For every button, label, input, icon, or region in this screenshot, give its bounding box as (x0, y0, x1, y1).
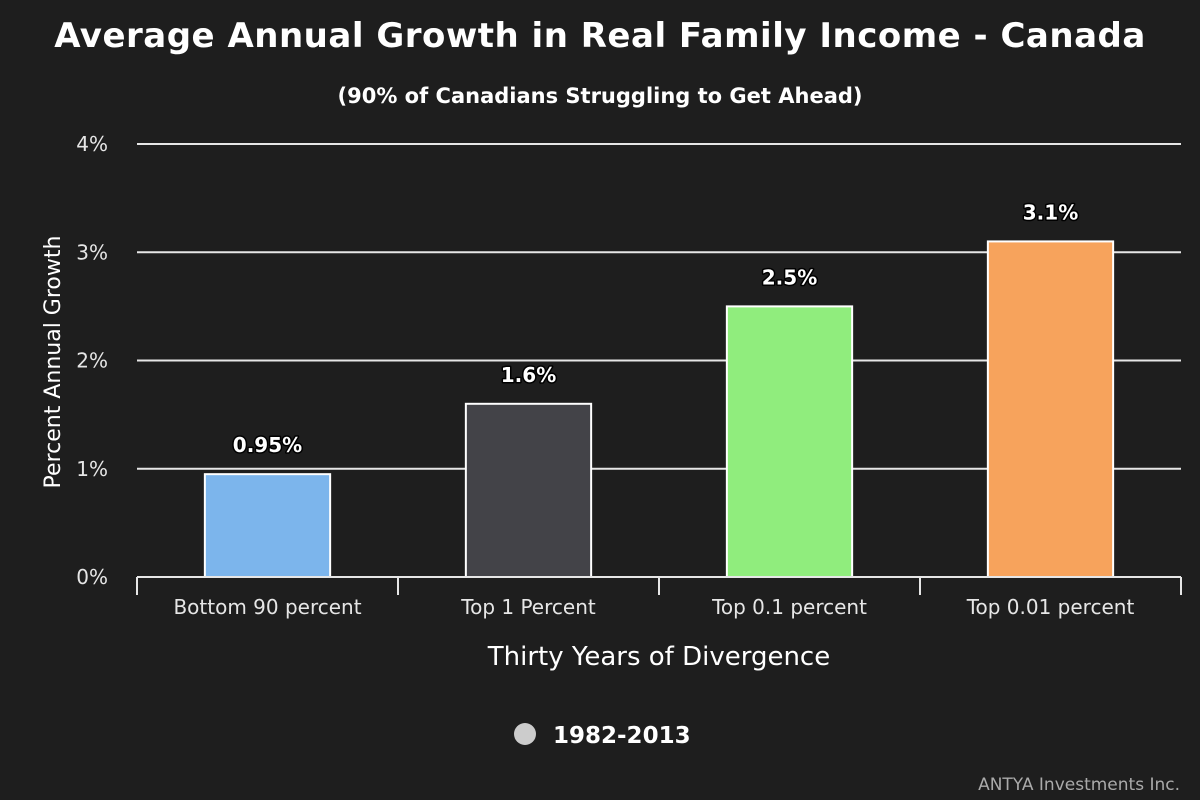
y-axis-ticks: 0% 1% 2% 3% 4% (76, 132, 108, 589)
bar[interactable] (464, 402, 593, 578)
bars (203, 240, 1115, 579)
legend-marker-icon (514, 723, 536, 745)
data-label: 3.1% (1023, 200, 1078, 224)
data-label: 1.6% (501, 363, 556, 387)
chart-credit: ANTYA Investments Inc. (978, 775, 1180, 795)
y-tick-label: 2% (76, 349, 108, 373)
legend[interactable]: 1982-2013 (514, 723, 691, 749)
chart-title: Average Annual Growth in Real Family Inc… (54, 16, 1146, 56)
data-labels: 0.95% 1.6% 2.5% 3.1% (231, 199, 1079, 459)
y-tick-label: 0% (76, 565, 108, 589)
x-axis-title: Thirty Years of Divergence (487, 642, 830, 672)
data-label: 0.95% (233, 433, 302, 457)
y-axis-title: Percent Annual Growth (41, 236, 66, 489)
y-tick-label: 4% (76, 132, 108, 156)
y-tick-label: 1% (76, 457, 108, 481)
data-label: 2.5% (762, 265, 817, 289)
y-tick-label: 3% (76, 240, 108, 264)
x-tick-label: Bottom 90 percent (173, 595, 361, 619)
legend-label[interactable]: 1982-2013 (553, 723, 691, 749)
x-tick-label: Top 0.1 percent (711, 595, 867, 619)
bar[interactable] (725, 305, 854, 578)
x-axis: Bottom 90 percent Top 1 Percent Top 0.1 pe… (136, 576, 1182, 619)
x-tick-label: Top 0.01 percent (966, 595, 1135, 619)
chart-subtitle: (90% of Canadians Struggling to Get Ahea… (338, 84, 863, 108)
x-tick-label: Top 1 Percent (460, 595, 596, 619)
bar[interactable] (986, 240, 1115, 579)
bar[interactable] (203, 473, 332, 579)
